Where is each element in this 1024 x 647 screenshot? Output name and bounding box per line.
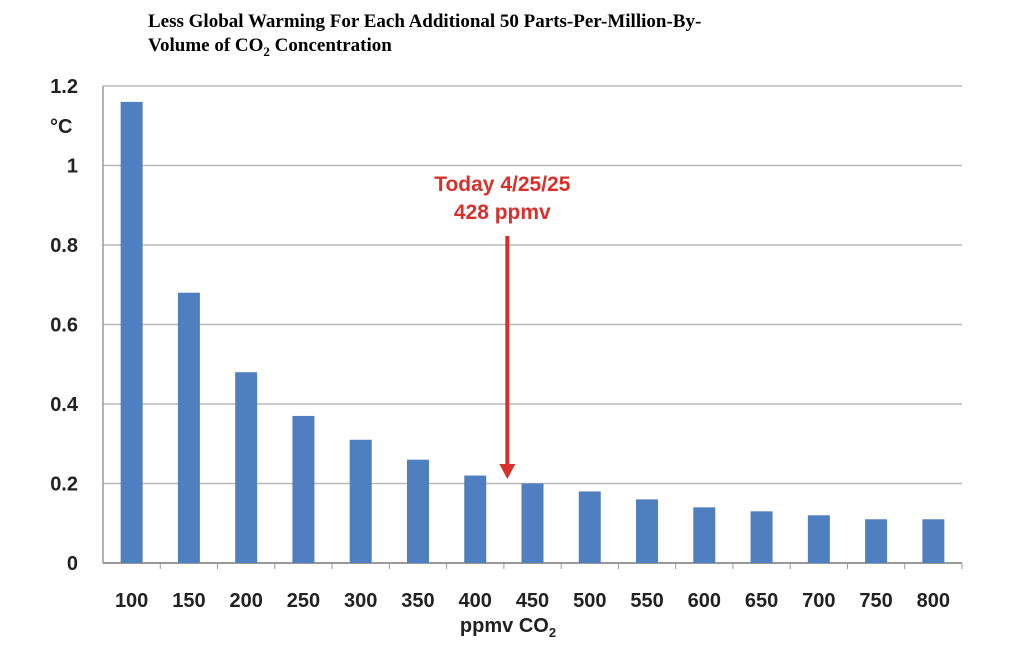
x-tick-label: 300 [344, 590, 377, 612]
x-tick-label: 550 [630, 590, 663, 612]
bar [807, 515, 830, 563]
annotation-line-2: 428 ppmv [454, 201, 551, 224]
bar [521, 483, 544, 563]
bar [292, 415, 315, 563]
bar [349, 439, 372, 563]
x-axis-label: ppmv CO2 [460, 615, 556, 640]
x-tick-label: 450 [516, 590, 549, 612]
bar [578, 491, 601, 563]
x-tick-label: 200 [229, 590, 262, 612]
annotation-line-1: Today 4/25/25 [434, 173, 571, 196]
y-tick-label: 0.6 [50, 315, 78, 337]
y-axis-label: °C [50, 116, 72, 138]
x-tick-label: 750 [859, 590, 892, 612]
y-tick-label: 0.8 [50, 235, 78, 257]
bar [120, 101, 143, 564]
x-tick-label: 250 [287, 590, 320, 612]
x-tick-label: 350 [401, 590, 434, 612]
bar [693, 507, 716, 563]
y-tick-label: 0.2 [50, 474, 78, 496]
title-line-2: Volume of CO [148, 35, 264, 56]
x-tick-label: 800 [917, 590, 950, 612]
x-tick-label: 650 [745, 590, 778, 612]
bar [636, 499, 659, 563]
bar [922, 519, 945, 563]
x-tick-label: 500 [573, 590, 606, 612]
bar [177, 292, 200, 563]
title-line-2-end: Concentration [269, 35, 392, 56]
x-tick-label: 700 [802, 590, 835, 612]
bar [464, 475, 487, 563]
bar [865, 519, 888, 563]
bar [406, 459, 429, 563]
x-tick-label: 600 [688, 590, 721, 612]
x-tick-label: 400 [459, 590, 492, 612]
y-tick-label: 0.4 [50, 394, 79, 416]
bar [750, 511, 773, 563]
annotation-arrow-head [499, 464, 516, 479]
chart-title: Less Global Warming For Each Additional … [148, 10, 868, 64]
x-tick-label: 100 [115, 590, 148, 612]
title-line-1: Less Global Warming For Each Additional … [148, 11, 702, 32]
y-tick-label: 1 [67, 156, 78, 178]
y-tick-label: 1.2 [50, 76, 78, 98]
bar [235, 372, 258, 563]
x-tick-label: 150 [172, 590, 205, 612]
title-subscript: 2 [263, 43, 270, 59]
y-tick-label: 0 [67, 553, 78, 575]
